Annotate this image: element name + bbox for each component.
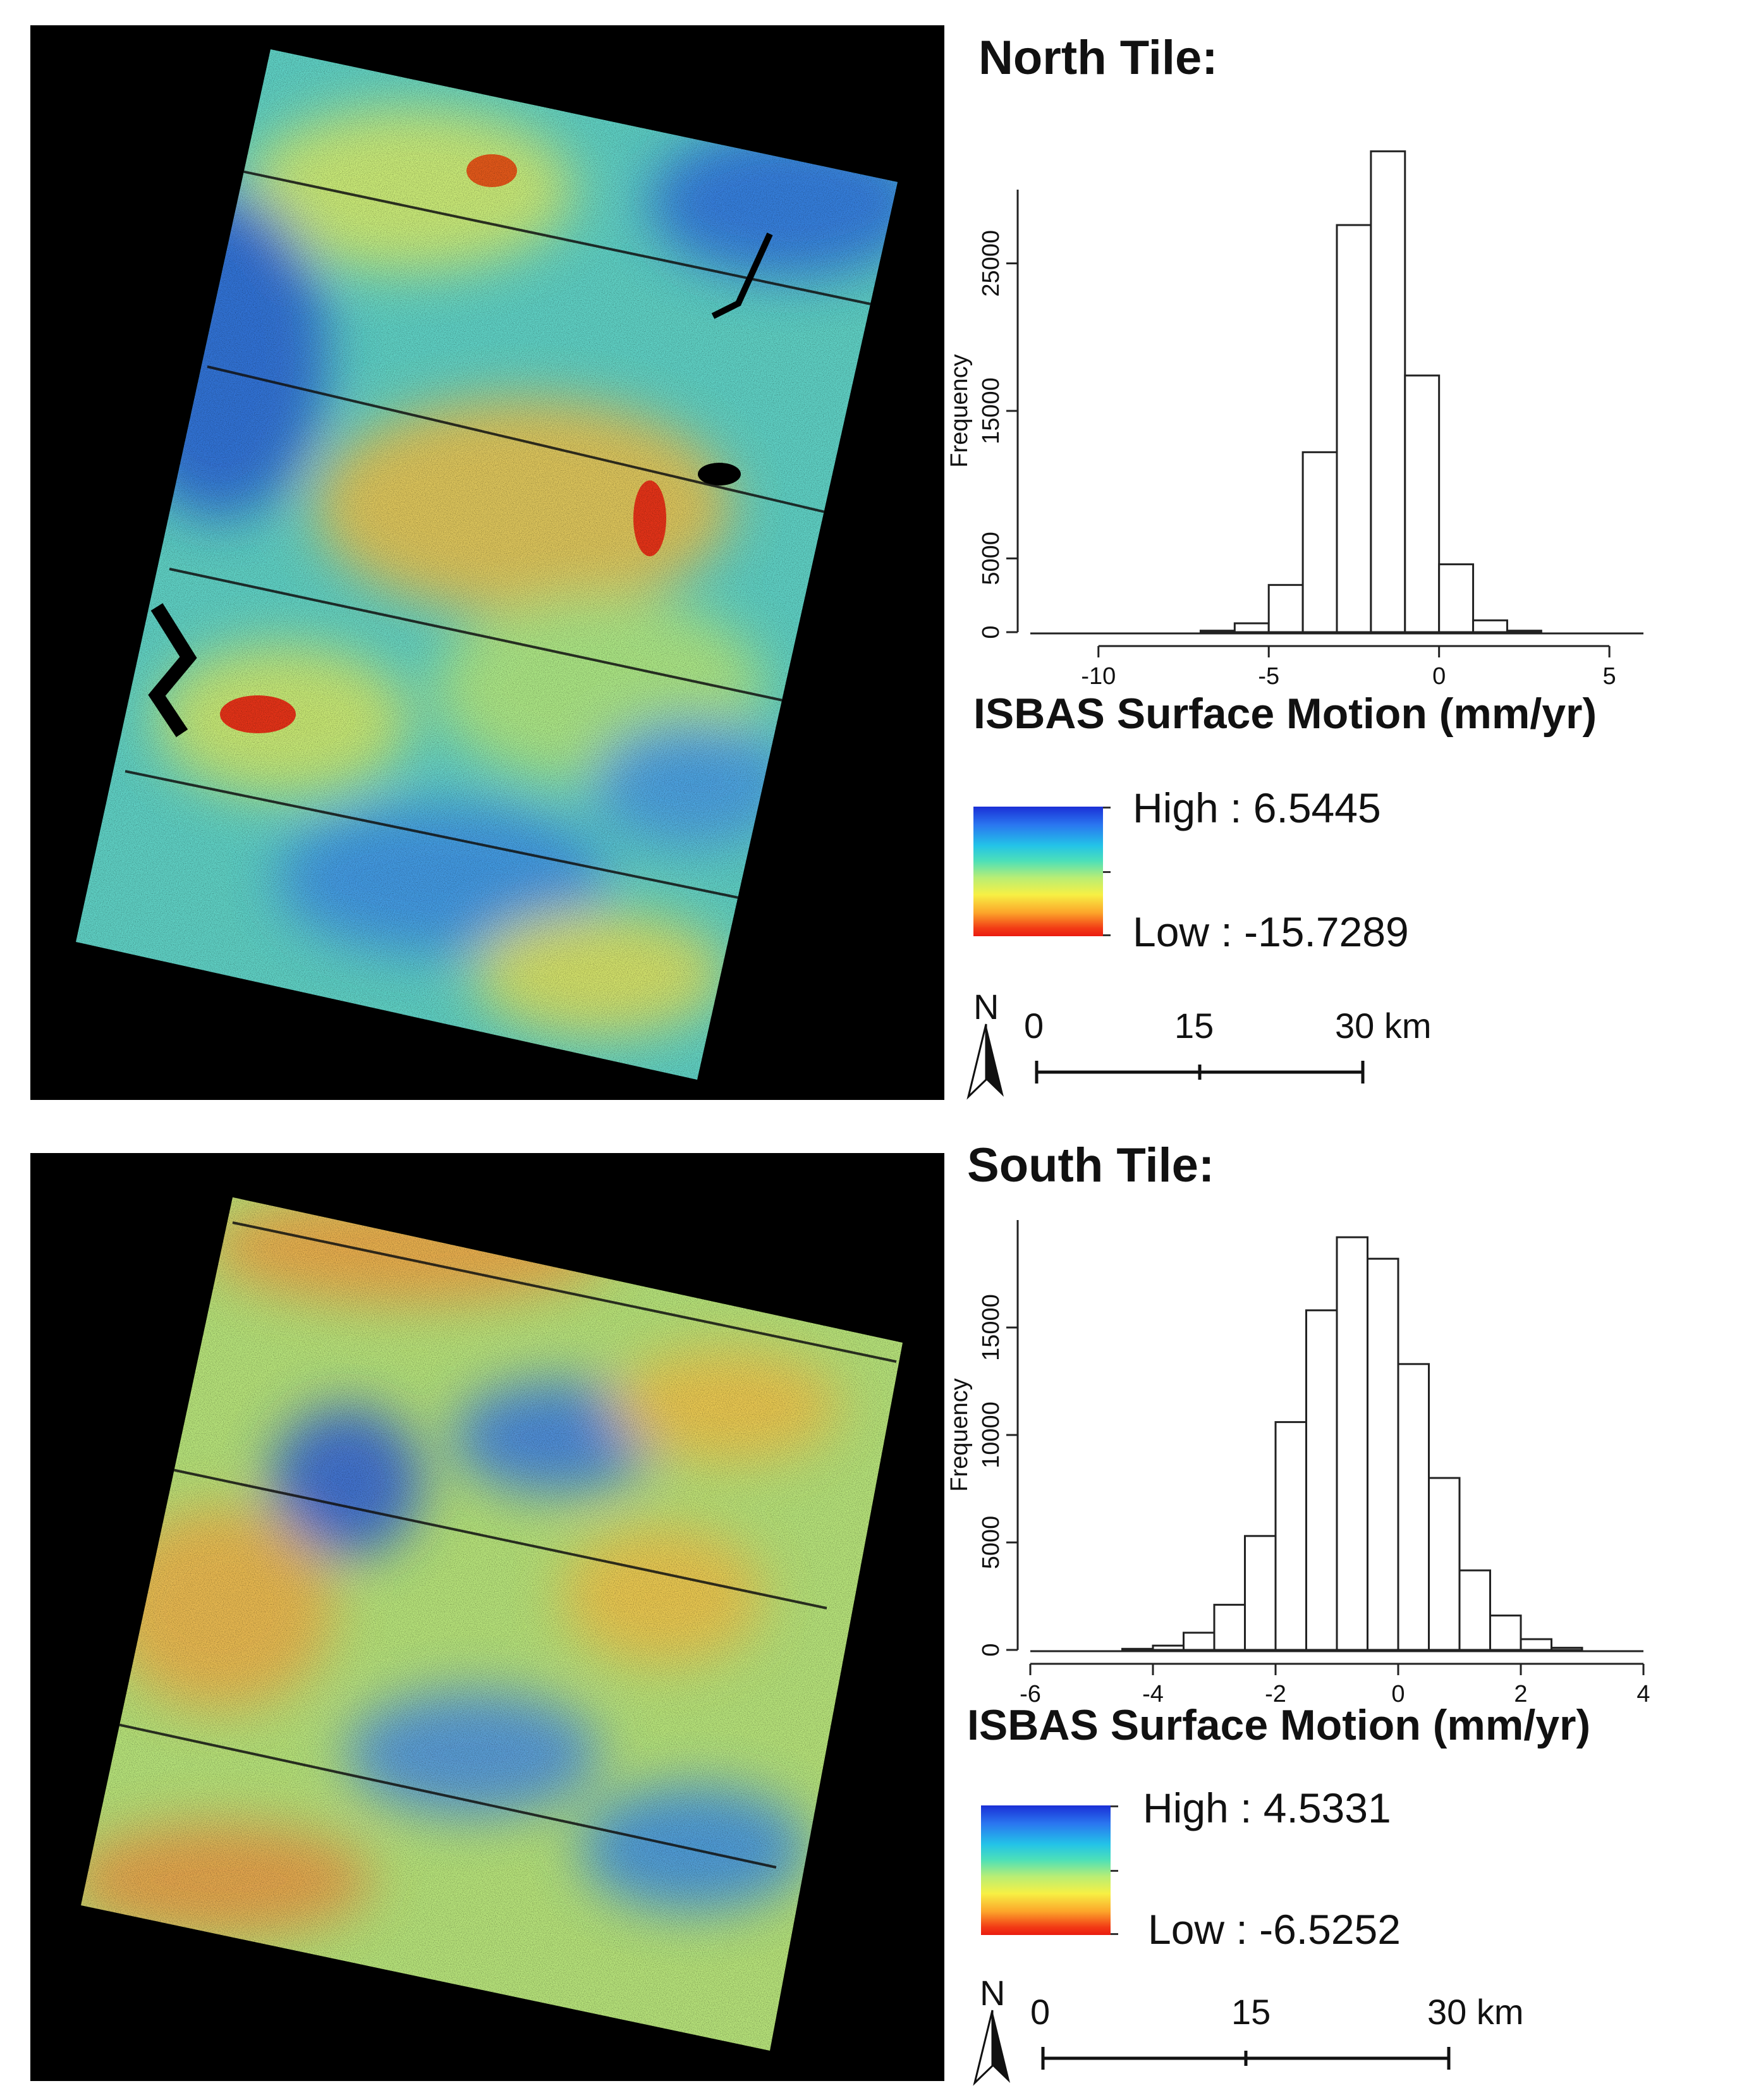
histogram-bar — [1199, 630, 1236, 633]
y-tick-label: 10000 — [978, 1401, 1004, 1468]
y-tick-label: 15000 — [978, 377, 1004, 444]
histogram-bar — [1370, 150, 1406, 633]
y-tick-label: 25000 — [978, 230, 1004, 297]
histogram-bar — [1404, 374, 1441, 633]
histogram-bar — [1267, 583, 1304, 633]
histogram-bar — [1336, 224, 1372, 633]
legend-tick — [1111, 1933, 1118, 1935]
histogram-bar — [1506, 630, 1542, 633]
legend-tick — [1103, 934, 1111, 936]
histogram-bar — [1213, 1604, 1246, 1651]
legend-tick — [1103, 807, 1111, 809]
legend-high-value: 6.5445 — [1253, 784, 1381, 831]
north-legend: High : 6.5445 Low : -15.7289 — [973, 784, 1669, 955]
legend-tick — [1111, 1805, 1118, 1807]
legend-low-label: Low — [1133, 908, 1210, 955]
south-tile-raster — [81, 1197, 903, 2051]
north-arrow-label: N — [980, 1973, 1005, 2013]
legend-high-label: High — [1143, 1785, 1229, 1831]
histogram-bar — [1367, 1257, 1399, 1651]
x-tick-label: -2 — [1265, 1681, 1286, 1707]
north-color-ramp — [973, 807, 1103, 936]
x-tick-label: -10 — [1081, 663, 1116, 690]
histogram-bar — [1438, 563, 1475, 633]
scale-label-0: 0 — [1030, 1992, 1050, 2032]
histogram-bar — [1301, 451, 1338, 633]
north-histogram: -10 -5 0 5 0 5000 15000 25000 Frequency — [946, 150, 1656, 702]
legend-separator: : — [1240, 1785, 1252, 1831]
x-tick-label: 0 — [1432, 663, 1446, 690]
legend-separator: : — [1236, 1906, 1248, 1953]
south-histogram: -6 -4 -2 0 2 4 0 5000 10000 15000 Frequency — [946, 1214, 1656, 1719]
legend-low-value: -6.5252 — [1259, 1906, 1401, 1953]
y-tick-label: 5000 — [978, 532, 1004, 585]
north-legend-high: High : 6.5445 — [1133, 784, 1381, 832]
histogram-bar — [1336, 1236, 1368, 1651]
scale-label-30: 30 km — [1427, 1992, 1524, 2032]
north-arrow-label: N — [973, 987, 999, 1027]
y-tick-label: 15000 — [978, 1294, 1004, 1361]
x-tick-label: 0 — [1391, 1681, 1405, 1707]
north-arrow-icon — [973, 2010, 1010, 2086]
histogram-bar — [1233, 622, 1270, 633]
south-scale-bar: N 0 15 30 km — [967, 1973, 1568, 2086]
y-tick-label: 5000 — [978, 1516, 1004, 1570]
histogram-bar — [1244, 1535, 1277, 1651]
north-scale-bar: N 0 15 30 km — [961, 987, 1466, 1100]
north-legend-low: Low : -15.7289 — [1133, 908, 1409, 956]
histogram-bar — [1472, 619, 1508, 633]
south-axis-title: ISBAS Surface Motion (mm/yr) — [967, 1701, 1591, 1749]
x-tick-label: 4 — [1636, 1681, 1650, 1707]
scale-label-15: 15 — [1174, 1006, 1214, 1046]
scale-label-30: 30 km — [1335, 1006, 1432, 1046]
south-tile-map — [30, 1153, 944, 2081]
histogram-bar — [1274, 1421, 1307, 1651]
south-legend-high: High : 4.5331 — [1143, 1784, 1391, 1832]
north-tile-title: North Tile: — [978, 31, 1218, 85]
scale-label-15: 15 — [1231, 1992, 1271, 2032]
legend-tick — [1103, 871, 1111, 873]
y-tick-label: 0 — [978, 1643, 1004, 1656]
north-arrow-icon — [966, 1023, 1004, 1100]
histogram-bar — [1183, 1632, 1216, 1651]
south-legend-low: Low : -6.5252 — [1148, 1905, 1401, 1953]
scale-bar-line — [1035, 1061, 1365, 1084]
y-tick-label: 0 — [978, 625, 1004, 638]
histogram-bar — [1520, 1638, 1552, 1651]
scale-label-0: 0 — [1024, 1006, 1044, 1046]
legend-separator: : — [1221, 908, 1233, 955]
histogram-bar — [1489, 1615, 1522, 1651]
x-tick-label: 5 — [1603, 663, 1616, 690]
legend-high-label: High — [1133, 784, 1219, 831]
histogram-bar — [1397, 1363, 1430, 1651]
y-axis-label: Frequency — [946, 354, 973, 468]
x-tick-label: 2 — [1514, 1681, 1527, 1707]
legend-low-value: -15.7289 — [1244, 908, 1409, 955]
histogram-bar — [1428, 1477, 1461, 1651]
south-legend: High : 4.5331 Low : -6.5252 — [981, 1785, 1676, 1960]
north-scale-svg: N 0 15 30 km — [966, 987, 1432, 1100]
histogram-bar — [1551, 1647, 1583, 1651]
south-color-ramp — [981, 1805, 1111, 1935]
histogram-bar — [1458, 1569, 1491, 1651]
north-axis-title: ISBAS Surface Motion (mm/yr) — [973, 690, 1597, 738]
north-histogram-svg: -10 -5 0 5 0 5000 15000 25000 Frequency — [946, 150, 1643, 690]
histogram-bar — [1152, 1644, 1185, 1651]
x-tick-label: -6 — [1020, 1681, 1041, 1707]
y-axis-label: Frequency — [946, 1378, 973, 1492]
x-tick-label: -5 — [1258, 663, 1279, 690]
north-tile-map — [30, 25, 944, 1100]
south-tile-title: South Tile: — [967, 1139, 1215, 1192]
legend-tick — [1111, 1870, 1118, 1872]
scale-bar-line — [1041, 2047, 1451, 2070]
legend-separator: : — [1230, 784, 1242, 831]
histogram-bar — [1305, 1309, 1338, 1651]
north-tile-raster — [76, 49, 898, 1080]
x-tick-label: -4 — [1142, 1681, 1164, 1707]
legend-low-label: Low — [1148, 1906, 1225, 1953]
legend-high-value: 4.5331 — [1263, 1785, 1391, 1831]
south-scale-svg: N 0 15 30 km — [973, 1973, 1524, 2086]
histogram-bar — [1121, 1647, 1154, 1651]
